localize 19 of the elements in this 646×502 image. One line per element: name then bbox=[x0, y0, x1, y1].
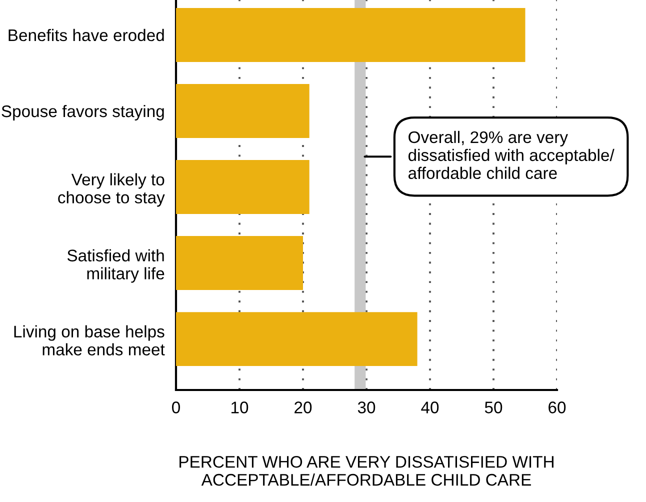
y-tick-label: Benefits have eroded bbox=[8, 28, 164, 42]
x-tick-label: 30 bbox=[358, 402, 376, 414]
x-tick-label: 40 bbox=[421, 402, 439, 414]
y-tick-label: Satisfied with military life bbox=[67, 249, 164, 283]
x-tick-label: 10 bbox=[232, 402, 248, 414]
x-tick-label: 50 bbox=[484, 402, 502, 414]
x-tick-label: 20 bbox=[294, 402, 312, 414]
bar bbox=[176, 84, 310, 138]
bar bbox=[176, 160, 310, 214]
x-axis-title: PERCENT WHO ARE VERY DISSATISFIED WITH ACCEPTABLE/AFFORDABLE CHILD CARE bbox=[180, 456, 554, 486]
ref-line-label: Overall, 29% are very dissatisfied with acceptable/ affordable child care bbox=[408, 130, 614, 180]
bar bbox=[176, 8, 526, 62]
y-tick-label: Spouse favors staying bbox=[2, 104, 164, 120]
y-tick-label: Living on base helps make ends meet bbox=[14, 325, 165, 356]
x-tick-label: 0 bbox=[172, 402, 180, 414]
bar bbox=[176, 312, 418, 366]
x-tick-label: 60 bbox=[548, 402, 566, 414]
y-tick-label: Very likely to choose to stay bbox=[58, 173, 165, 207]
bar bbox=[176, 236, 303, 290]
